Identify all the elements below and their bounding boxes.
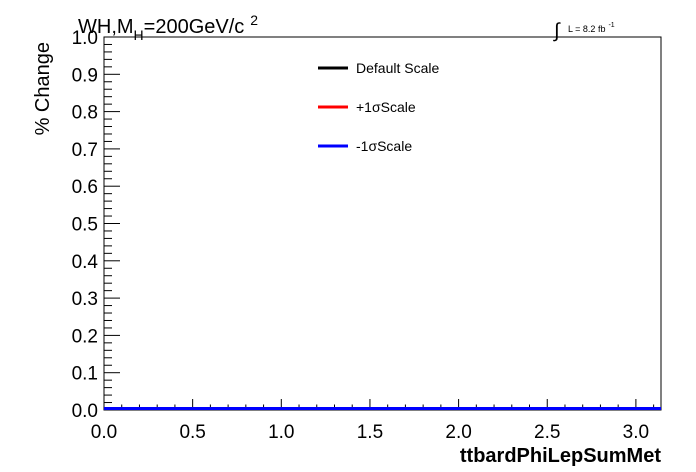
y-tick-label: 0.8 xyxy=(72,103,98,124)
x-tick-label: 2.5 xyxy=(534,422,560,443)
chart-title-prefix: WH,M xyxy=(78,16,134,38)
x-tick-label: 2.0 xyxy=(445,422,471,443)
y-tick-label: 0.1 xyxy=(72,364,98,385)
chart-title-main: =200GeV/c xyxy=(144,16,245,38)
y-axis: 0.0 0.1 0.2 0.3 0.4 0.5 0.6 0.7 0.8 0.9 1.0 xyxy=(72,28,120,422)
x-tick-label: 3.0 xyxy=(623,422,649,443)
y-tick-label: 0.2 xyxy=(72,326,98,347)
chart-title-superscript: 2 xyxy=(250,12,258,28)
y-axis-label: % Change xyxy=(32,42,54,135)
y-tick-label: 0.4 xyxy=(72,252,99,273)
y-tick-label: 0.3 xyxy=(72,289,98,310)
x-tick-label: 1.0 xyxy=(268,422,294,443)
luminosity-integral-symbol: ∫ xyxy=(553,20,561,42)
legend-label: +1σScale xyxy=(356,99,416,115)
y-tick-label: 0.0 xyxy=(72,401,98,422)
luminosity-text: L = 8.2 fb xyxy=(568,24,605,34)
luminosity-superscript: -1 xyxy=(608,22,614,29)
chart-title: WH,MH=200GeV/c 2 xyxy=(78,12,258,43)
y-tick-label: 0.7 xyxy=(72,140,98,161)
plot-frame xyxy=(103,36,662,411)
y-tick-label: 0.6 xyxy=(72,177,98,198)
x-tick-label: 0.5 xyxy=(179,422,205,443)
legend-label: -1σScale xyxy=(356,138,412,154)
y-tick-label: 1.0 xyxy=(72,28,98,49)
x-tick-label: 1.5 xyxy=(357,422,383,443)
x-axis: 0.0 0.5 1.0 1.5 2.0 2.5 3.0 xyxy=(91,399,655,443)
legend: Default Scale +1σScale -1σScale xyxy=(318,60,439,154)
x-tick-label: 0.0 xyxy=(91,422,117,443)
legend-label: Default Scale xyxy=(356,60,439,76)
y-tick-label: 0.9 xyxy=(72,65,98,86)
y-tick-label: 0.5 xyxy=(72,215,98,236)
x-axis-label: ttbardPhiLepSumMet xyxy=(460,445,661,467)
chart-title-subscript: H xyxy=(134,27,144,43)
luminosity-label: L = 8.2 fb -1 xyxy=(568,22,615,34)
